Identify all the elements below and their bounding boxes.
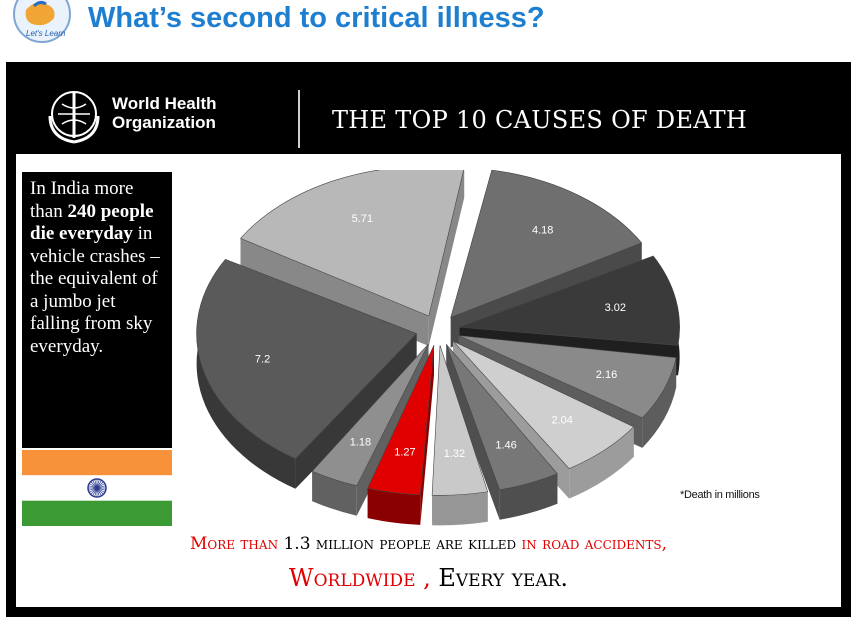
chart-footnote: *Death in millions xyxy=(680,489,760,501)
pie-slice-label: 1.18 xyxy=(350,436,371,448)
pie-slice-top xyxy=(367,345,435,496)
who-emblem-icon xyxy=(48,91,100,144)
pie-slice-wall xyxy=(420,345,434,525)
pie-slice-label: 4.18 xyxy=(532,225,553,237)
headline-line1-black: 1.3 million people are killed xyxy=(283,534,517,554)
chart-title: THE TOP 10 CAUSES OF DEATH xyxy=(332,106,748,134)
note-text-bold: 240 people die everyday xyxy=(30,200,154,245)
note-text-2: in vehicle crashes –the equivalent of a … xyxy=(30,223,160,357)
pie-slice-top xyxy=(240,170,464,317)
pie-slice-label: 2.04 xyxy=(551,415,572,427)
pie-slice-label: 1.32 xyxy=(444,448,465,460)
pie-slice-1.32 xyxy=(431,345,489,526)
lets-learn-logo: Let's Learn xyxy=(13,0,71,43)
page-title: What’s second to critical illness? xyxy=(88,2,545,34)
headline-line2: Worldwide , Every year. xyxy=(16,564,841,592)
pie-slice-top xyxy=(196,258,418,460)
slide-title-bar: World Health Organization THE TOP 10 CAU… xyxy=(16,72,841,154)
title-divider xyxy=(298,90,300,148)
pie-slice-label: 3.02 xyxy=(605,302,626,314)
pie-slice-1.46 xyxy=(446,344,558,520)
who-name-line1: World Health xyxy=(112,94,217,113)
pie-slice-label: 2.16 xyxy=(596,369,617,381)
pie-slice-top xyxy=(452,340,635,469)
pie-slice-top xyxy=(450,170,643,318)
pie-slice-side xyxy=(642,357,677,448)
india-flag-icon xyxy=(22,450,172,526)
pie-slice-wall xyxy=(240,238,429,347)
pie-slice-top xyxy=(446,344,558,491)
flag-chakra-spokes xyxy=(88,479,106,497)
pie-slice-top xyxy=(311,343,429,487)
pie-slice-side xyxy=(432,491,488,526)
pie-slice-5.71 xyxy=(240,170,465,347)
headline-line1-red1: More than xyxy=(189,534,284,554)
pie-slice-label: 5.71 xyxy=(352,213,373,225)
pie-chart: 4.18 3.02 2.16 2.04 1.46 1.32 1.27 1.18 7.2 5.71 xyxy=(196,170,680,526)
headline-line2-black: Every year. xyxy=(438,564,569,592)
pie-slice-top xyxy=(459,255,680,346)
pie-slice-label: 1.46 xyxy=(495,439,516,451)
pie-slice-wall xyxy=(428,170,465,347)
pie-slice-7.2 xyxy=(196,258,418,489)
pie-slice-label: 1.27 xyxy=(394,446,415,458)
pie-slice-side xyxy=(367,488,421,525)
headline-line1-red2: in road accidents, xyxy=(516,534,668,554)
flag-saffron-band xyxy=(22,450,172,476)
pie-slice-side xyxy=(196,259,296,489)
pie-slice-wall xyxy=(295,333,417,489)
note-text-1: In India more than xyxy=(30,178,134,222)
pie-slice-top xyxy=(458,335,677,419)
headline-line2-red: Worldwide , xyxy=(288,564,439,592)
logo-text: Let's Learn xyxy=(26,29,66,38)
who-name: World Health Organization xyxy=(112,94,217,132)
pie-slice-label: 7.2 xyxy=(255,354,270,366)
headline-line1: More than 1.3 million people are killed … xyxy=(16,534,841,554)
slide-frame: World Health Organization THE TOP 10 CAU… xyxy=(6,62,851,617)
flag-green-band xyxy=(22,500,172,526)
india-note: In India more than 240 people die everyd… xyxy=(22,172,172,448)
pie-slice-1.27 xyxy=(367,345,435,525)
who-name-line2: Organization xyxy=(112,113,216,132)
slide: World Health Organization THE TOP 10 CAU… xyxy=(16,72,841,607)
pie-slice-wall xyxy=(446,344,500,520)
pie-slice-top xyxy=(431,345,489,496)
